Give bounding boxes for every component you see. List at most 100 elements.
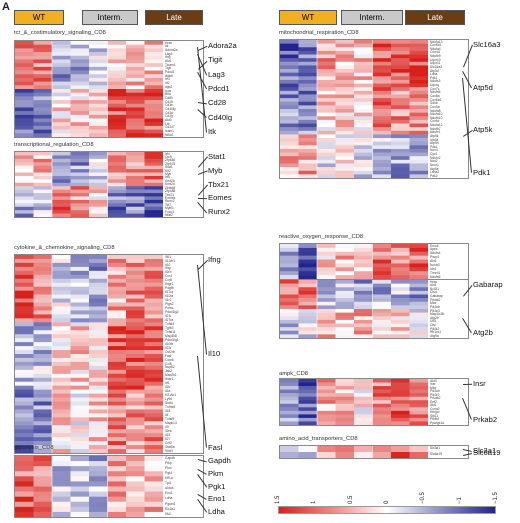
heatmap-cell [52,437,71,442]
heatmap-cell [335,275,355,279]
heatmap-cell [391,98,410,103]
gene-label: Cd3e [165,103,173,108]
heatmap-cell [372,290,392,295]
heatmap-cell [15,466,34,472]
heatmap-cell [409,112,428,117]
heatmap-cell [33,172,53,177]
heatmap-cell [391,43,410,48]
heatmap-cell [126,266,145,272]
heatmap-cell [391,54,410,59]
heatmap-cell [372,247,392,253]
heatmap-cell [317,275,336,279]
heatmap-cell [70,322,90,327]
heatmap-cell [298,50,318,55]
heatmap-cell [280,69,299,73]
heatmap-cell [15,129,34,134]
heatmap-cell [391,58,410,63]
gene-label: Hif1a [165,476,173,481]
heatmap-cell [144,310,163,315]
heatmap-cell [280,141,299,146]
heatmap-cell [126,186,145,190]
heatmap-cell [52,172,71,177]
callout-pdk1: Pdk1 [473,168,491,177]
gene-label: Irf3 [165,77,170,82]
heatmap-cell [70,107,90,112]
gene-label: Ndufa4 [430,46,441,51]
heatmap-cell [298,105,318,110]
heatmap-cell [298,446,318,453]
heatmap-cell [15,461,34,467]
gene-label: Il2ra [165,428,172,433]
heatmap-cell [107,417,127,422]
heatmap-cell [280,127,299,132]
heatmap-cell [317,87,336,92]
heatmap-cell [89,74,108,79]
heatmap-cell [126,179,145,184]
heatmap-cell [409,407,428,412]
gene-label: Zbtb48 [165,185,176,190]
heatmap-cell [52,92,71,97]
gene-label: Prkab2 [430,396,441,401]
heatmap-cell [52,74,71,79]
heatmap-cell [391,244,410,249]
heatmap-cell [144,96,163,101]
heatmap-cell [126,41,145,45]
heatmap-cell [354,452,373,458]
group-header-late-col1: Late [145,10,203,25]
heatmap-cell [298,127,318,132]
heatmap-cell [70,92,90,97]
heatmap-cell [144,258,163,264]
heatmap-cell [317,305,336,310]
gene-label: Icam1 [165,129,174,134]
heatmap-cell [280,119,299,124]
heatmap-cell [107,282,127,287]
heatmap-tcr-costimulatory-signaling [15,41,163,137]
heatmap-cell [89,81,108,86]
heatmap-cell [391,94,410,99]
heatmap-cell [298,138,318,142]
heatmap-cell [33,92,53,97]
heatmap-cell [335,76,355,81]
heatmap-cell [144,466,163,472]
heatmap-cell [372,271,392,276]
heatmap-cell [298,61,318,66]
group-header-wt-col2: WT [279,10,337,25]
gene-label: Stk11 [430,413,439,418]
heatmap-cell [89,334,108,339]
gene-label: Atp5k [430,133,439,138]
heatmap-cell [354,174,373,178]
heatmap-cell [89,298,108,303]
heatmap-cell [70,298,90,303]
heatmap-cell [33,186,53,190]
panel-title-cytokine-chemokine-signaling: cytokine_&_chemokine_signaling_CD8 [14,245,115,251]
heatmap-cell [33,401,53,406]
heatmap-cell [298,163,318,168]
heatmap-cell [33,111,53,116]
heatmap-cell [391,323,410,328]
heatmap-cell [280,76,299,81]
heatmap-cell [33,314,53,319]
heatmap-cell [144,318,163,323]
heatmap-cell [89,96,108,101]
heatmap-cell [33,322,53,327]
heatmap-cell [391,259,410,264]
heatmap-cell [107,66,127,71]
heatmap-cell [280,54,299,59]
heatmap-cell [33,196,53,201]
heatmap-cell [52,466,71,472]
heatmap-cell [354,267,373,272]
heatmap-cell [15,41,34,45]
heatmap-cell [52,48,71,53]
heatmap-cell [354,247,373,253]
heatmap-cell [33,262,53,268]
heatmap-cell [298,263,318,268]
gene-label: Klf2 [165,168,171,173]
heatmap-cell [15,338,34,343]
heatmap-cell [372,312,392,317]
gene-label: Kmt2a [165,178,175,183]
heatmap-cell [409,305,428,310]
heatmap-cell [70,118,90,123]
heatmap-cell [15,206,34,211]
heatmap-cell [15,165,34,170]
heatmap-cell [317,152,336,157]
